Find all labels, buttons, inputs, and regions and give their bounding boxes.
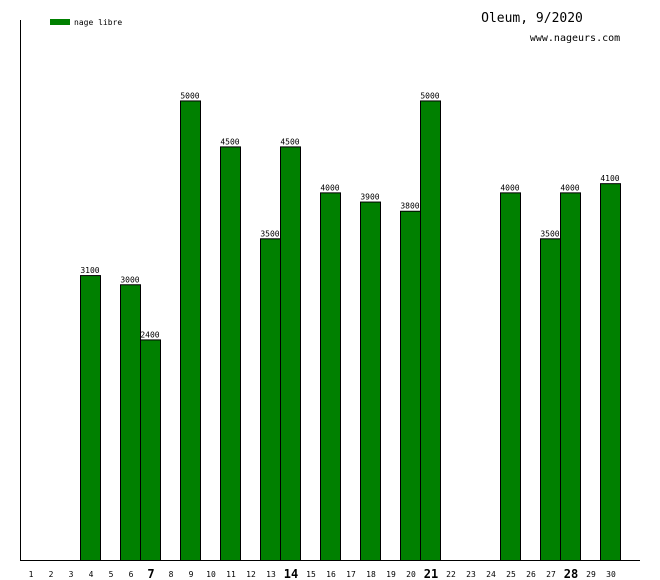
x-tick-label-10: 10 <box>206 570 216 579</box>
x-tick-label-22: 22 <box>446 570 456 579</box>
bar-value-label-day-30: 4100 <box>600 174 619 183</box>
x-tick-labels: 1 2 3 4 5 6 7 8 9 10 11 12 13 14 15 16 17 18 19 20 21 22 23 24 2… <box>29 567 616 580</box>
x-tick-label-27: 27 <box>546 570 556 579</box>
bar-value-label-day-18: 3900 <box>360 193 379 202</box>
x-tick-label-29: 29 <box>586 570 596 579</box>
legend-swatch <box>50 19 70 25</box>
bar-value-label-day-25: 4000 <box>500 183 519 192</box>
x-tick-label-2: 2 <box>49 570 54 579</box>
x-tick-label-30: 30 <box>606 570 616 579</box>
bar-value-label-day-6: 3000 <box>120 275 139 284</box>
bar-value-label-day-20: 3800 <box>400 202 419 211</box>
bar-day-7 <box>140 339 161 561</box>
x-tick-label-12: 12 <box>246 570 256 579</box>
bar-day-11 <box>220 146 241 561</box>
x-tick-label-20: 20 <box>406 570 416 579</box>
bars <box>80 100 621 562</box>
x-tick-label-11: 11 <box>226 570 236 579</box>
bar-value-label-day-13: 3500 <box>260 229 279 238</box>
x-tick-label-28: 28 <box>564 567 578 580</box>
bar-value-label-day-21: 5000 <box>420 91 439 100</box>
bar-day-6 <box>120 284 141 561</box>
x-tick-label-26: 26 <box>526 570 536 579</box>
bar-day-18 <box>360 201 381 562</box>
x-tick-label-16: 16 <box>326 570 336 579</box>
bar-day-16 <box>320 192 341 561</box>
chart-subtitle: www.nageurs.com <box>530 33 620 44</box>
bar-value-label-day-28: 4000 <box>560 183 579 192</box>
bar-value-label-day-14: 4500 <box>280 137 299 146</box>
chart-title: Oleum, 9/2020 <box>481 11 583 26</box>
x-tick-label-9: 9 <box>189 570 194 579</box>
x-tick-label-6: 6 <box>129 570 134 579</box>
x-tick-label-14: 14 <box>284 567 298 580</box>
bar-day-27 <box>540 238 561 561</box>
x-tick-label-8: 8 <box>169 570 174 579</box>
bar-day-25 <box>500 192 521 561</box>
x-tick-label-4: 4 <box>89 570 94 579</box>
bar-labels: 3100 3000 2400 5000 4500 3500 4500 4000 3900 3800… <box>80 91 619 339</box>
bar-value-label-day-16: 4000 <box>320 183 339 192</box>
x-tick-label-3: 3 <box>69 570 74 579</box>
bar-day-9 <box>180 100 201 561</box>
bar-day-13 <box>260 238 281 561</box>
x-tick-label-21: 21 <box>424 567 438 580</box>
x-tick-label-19: 19 <box>386 570 396 579</box>
bar-value-label-day-9: 5000 <box>180 91 199 100</box>
legend: nage libre <box>50 18 122 27</box>
x-tick-label-24: 24 <box>486 570 496 579</box>
x-tick-label-13: 13 <box>266 570 276 579</box>
bar-day-28 <box>560 192 581 561</box>
bar-day-4 <box>80 275 101 561</box>
bar-value-label-day-11: 4500 <box>220 137 239 146</box>
x-tick-label-17: 17 <box>346 570 356 579</box>
legend-label: nage libre <box>74 18 122 27</box>
x-tick-label-23: 23 <box>466 570 476 579</box>
x-tick-label-5: 5 <box>109 570 114 579</box>
bar-value-label-day-4: 3100 <box>80 266 99 275</box>
bar-day-20 <box>400 210 421 561</box>
bar-value-label-day-27: 3500 <box>540 229 559 238</box>
bar-day-14 <box>280 146 301 561</box>
x-tick-label-1: 1 <box>29 570 34 579</box>
bar-value-label-day-7: 2400 <box>140 330 159 339</box>
bar-day-30 <box>600 183 621 561</box>
bar-day-21 <box>420 100 441 561</box>
x-tick-label-18: 18 <box>366 570 376 579</box>
x-tick-label-15: 15 <box>306 570 316 579</box>
x-tick-label-7: 7 <box>147 567 154 580</box>
x-tick-label-25: 25 <box>506 570 516 579</box>
